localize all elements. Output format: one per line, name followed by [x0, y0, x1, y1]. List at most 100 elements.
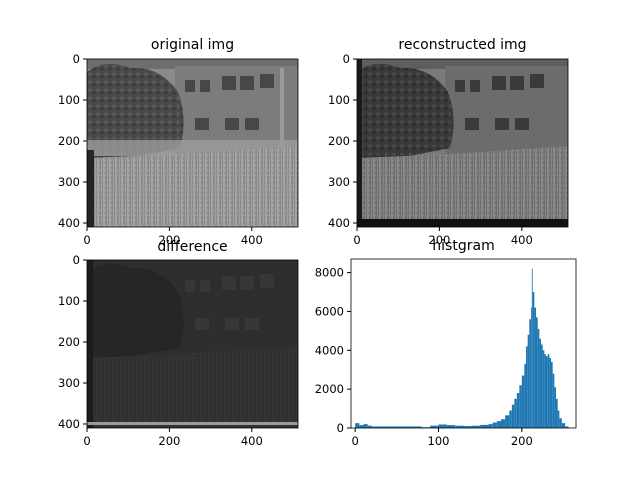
histogram-bar: [355, 423, 360, 428]
histogram-bar: [438, 424, 447, 428]
histogram-bar: [537, 328, 540, 428]
original-img-xtick-400: 400: [241, 233, 263, 247]
histogram-xtick-label: 100: [428, 434, 450, 448]
reconstructed-img-ytick-400: 400: [328, 216, 350, 230]
reconstructed-img-xtick-400: 400: [511, 233, 533, 247]
histogram-bar: [527, 334, 530, 428]
histogram-bar: [544, 354, 546, 428]
difference-ytick-200: 200: [58, 335, 80, 349]
original-img-xtick-0: 0: [83, 233, 90, 247]
reconstructed-img-ytick-0: 0: [343, 52, 350, 66]
original-img-ytick-100: 100: [58, 93, 80, 107]
difference-xtick-400: 400: [241, 434, 263, 448]
histogram-bar: [516, 393, 520, 428]
histogram-bar: [505, 415, 510, 428]
difference-ytick-100: 100: [58, 294, 80, 308]
histogram-bar: [556, 398, 558, 428]
difference-ytick-400: 400: [58, 417, 80, 431]
histogram-bar: [446, 425, 456, 428]
histogram-bar: [546, 356, 548, 428]
difference-title: difference: [157, 239, 227, 255]
histogram-bar: [561, 423, 566, 428]
histogram-bar: [471, 425, 481, 428]
reconstructed-img-ytick-200: 200: [328, 134, 350, 148]
histogram-bar: [526, 346, 528, 428]
reconstructed-img-ytick-300: 300: [328, 175, 350, 189]
histogram-bar: [551, 361, 553, 428]
histogram-bar: [549, 358, 551, 428]
difference-xtick-0: 0: [83, 434, 90, 448]
grass-field: [87, 146, 298, 227]
histogram-xtick-label: 200: [511, 434, 533, 448]
original-img-ytick-400: 400: [58, 216, 80, 230]
histogram-bar: [554, 387, 556, 428]
histogram-bar: [529, 319, 531, 428]
histogram-bar: [455, 425, 464, 428]
reconstructed-img-title: reconstructed img: [398, 37, 526, 53]
histogram-bar: [521, 375, 525, 428]
histogram-ytick-label: 8000: [315, 266, 344, 280]
histogram-bar: [463, 426, 472, 428]
reconstructed-img-xtick-0: 0: [353, 233, 360, 247]
histogram-bar: [501, 419, 506, 428]
original-img-picture: [87, 59, 298, 227]
histogram-bar: [509, 410, 512, 428]
histogram-bar: [430, 425, 439, 428]
histogram-bar: [359, 425, 364, 428]
original-img-xtick-200: 200: [158, 233, 180, 247]
histogram-bar: [541, 344, 543, 428]
histogram-ytick-label: 0: [337, 421, 344, 435]
reconstructed-img-xticks: 0 200 400: [353, 227, 533, 247]
histogram-bar: [524, 363, 526, 428]
histogram-bar: [547, 354, 550, 428]
histogram-bar: [511, 404, 515, 428]
original-img-ytick-0: 0: [73, 52, 80, 66]
histogram-bar: [531, 307, 532, 428]
histogram-ytick-label: 2000: [315, 382, 344, 396]
reconstructed-img-ytick-100: 100: [328, 93, 350, 107]
histogram-bar: [534, 307, 536, 428]
histogram-bar: [519, 385, 522, 428]
histogram-bar: [480, 424, 489, 428]
original-img-ytick-200: 200: [58, 134, 80, 148]
histogram-xtick-label: 0: [352, 434, 359, 448]
difference-ytick-300: 300: [58, 376, 80, 390]
histogram-bar: [559, 418, 562, 428]
tree: [87, 63, 184, 162]
reconstructed-img-xtick-200: 200: [428, 233, 450, 247]
reconstructed-img-yticks: 0 100 200 300 400: [328, 52, 357, 230]
histogram-bars: [355, 268, 572, 429]
difference-ytick-0: 0: [73, 253, 80, 267]
histogram-bar: [492, 422, 497, 428]
histogram-title: histgram: [432, 238, 494, 254]
histogram-ytick-label: 6000: [315, 304, 344, 318]
reconstructed-img-picture: [357, 59, 568, 227]
histogram-bar: [367, 425, 372, 428]
original-img-xticks: 0 200 400: [83, 227, 263, 247]
histogram-bar: [496, 421, 501, 428]
histogram-bar: [488, 424, 493, 428]
histogram-bar: [514, 398, 517, 428]
histogram-bar: [536, 317, 538, 428]
histogram-bar: [363, 424, 368, 428]
reconstructed-img-panel: reconstructed img 0 200 400 0 100 200: [328, 37, 569, 247]
original-img-ytick-300: 300: [58, 175, 80, 189]
difference-yticks: 0 100 200 300 400: [58, 253, 87, 431]
difference-xtick-200: 200: [158, 434, 180, 448]
histogram-bar: [565, 426, 569, 428]
original-img-yticks: 0 100 200 300 400: [58, 52, 87, 230]
difference-picture: [87, 260, 298, 428]
histogram-bar: [371, 426, 422, 428]
difference-panel: 0 200 400 0 100 200 300 400 difference: [58, 239, 299, 448]
histogram-bar: [552, 373, 555, 428]
histogram-bar: [557, 410, 560, 428]
histogram-bar: [531, 268, 533, 428]
histogram-bar: [542, 350, 545, 428]
histogram-ytick-label: 4000: [315, 343, 344, 357]
histogram-bar: [532, 292, 535, 428]
difference-xticks: 0 200 400: [83, 428, 263, 448]
histogram-bar: [539, 338, 541, 428]
